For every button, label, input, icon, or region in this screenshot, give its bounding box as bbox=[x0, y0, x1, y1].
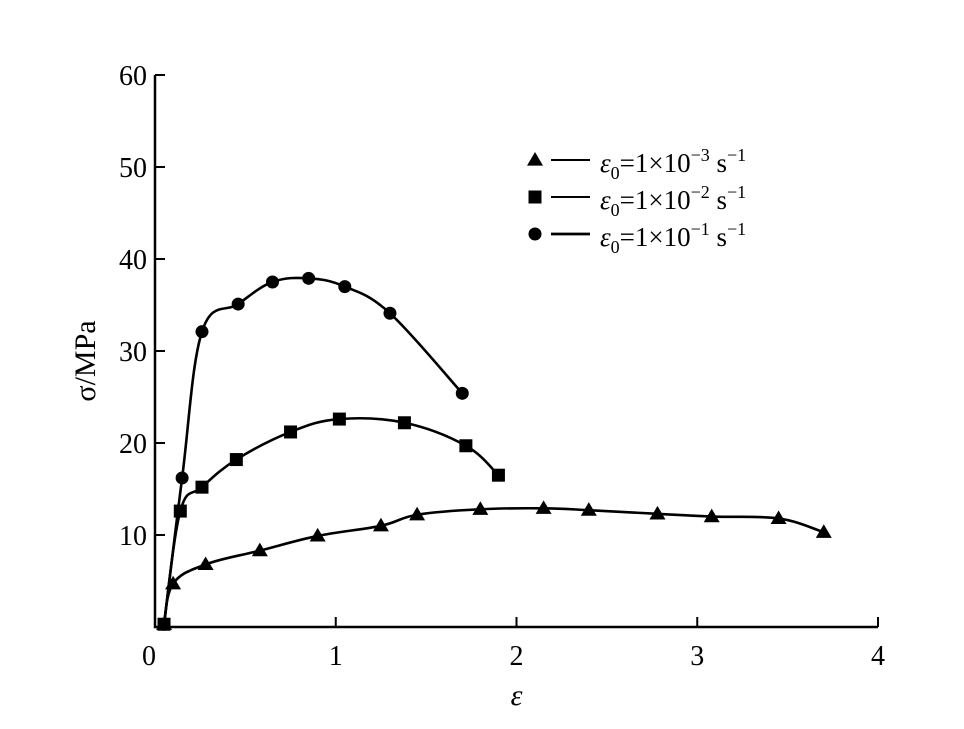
square-marker bbox=[397, 416, 411, 430]
square-marker bbox=[284, 425, 298, 439]
y-tick-label: 30 bbox=[119, 337, 147, 368]
series-line bbox=[162, 416, 500, 625]
legend-entry: ε0=1×10−3 s−1 bbox=[527, 145, 746, 183]
x-tick-label: 0 bbox=[142, 641, 156, 672]
circle-marker bbox=[265, 275, 279, 289]
series-triangle bbox=[156, 500, 832, 630]
triangle-marker bbox=[251, 542, 268, 557]
y-axis-title: σ/MPa bbox=[69, 320, 102, 401]
y-tick-label: 50 bbox=[119, 153, 147, 184]
square-marker bbox=[332, 412, 346, 426]
axis-frame bbox=[153, 75, 878, 629]
square-marker bbox=[491, 468, 505, 482]
square-marker bbox=[528, 190, 542, 204]
circle-marker bbox=[231, 297, 245, 311]
circle-marker bbox=[302, 271, 316, 285]
series-square bbox=[157, 412, 505, 631]
triangle-marker bbox=[649, 505, 666, 520]
x-tick-label: 2 bbox=[510, 641, 524, 672]
series-line bbox=[162, 506, 825, 625]
square-marker bbox=[173, 504, 187, 518]
square-marker bbox=[195, 480, 209, 494]
circle-marker bbox=[528, 227, 542, 241]
triangle-marker bbox=[703, 508, 720, 523]
square-marker bbox=[229, 453, 243, 467]
circle-marker bbox=[338, 280, 352, 294]
legend-label: ε0=1×10−1 s−1 bbox=[600, 219, 746, 257]
square-marker bbox=[459, 439, 473, 453]
triangle-marker bbox=[770, 510, 787, 525]
circle-marker bbox=[175, 471, 189, 485]
y-tick-label: 40 bbox=[119, 245, 147, 276]
triangle-marker bbox=[309, 527, 326, 542]
triangle-marker bbox=[527, 152, 543, 166]
triangle-marker bbox=[580, 502, 597, 516]
triangle-marker bbox=[535, 500, 552, 514]
triangle-marker bbox=[472, 501, 489, 515]
triangle-marker bbox=[197, 556, 214, 571]
circle-marker bbox=[455, 386, 469, 400]
legend-entry: ε0=1×10−1 s−1 bbox=[528, 219, 746, 257]
y-tick-label: 20 bbox=[119, 429, 147, 460]
legend-entry: ε0=1×10−2 s−1 bbox=[528, 182, 746, 220]
circle-marker bbox=[195, 325, 209, 339]
axes: 10 20 30 40 50 60 0 1 2 3 4 ε σ/MPa bbox=[69, 61, 885, 712]
circle-marker bbox=[157, 617, 171, 631]
x-tick-label: 3 bbox=[690, 641, 704, 672]
circle-marker bbox=[383, 306, 397, 320]
x-tick-label: 1 bbox=[329, 641, 343, 672]
triangle-marker bbox=[815, 524, 832, 538]
triangle-marker bbox=[372, 517, 389, 532]
series-line bbox=[162, 276, 464, 625]
series-circle bbox=[157, 271, 469, 631]
legend: ε0=1×10−3 s−1ε0=1×10−2 s−1ε0=1×10−1 s−1 bbox=[527, 145, 746, 257]
series-layer bbox=[156, 271, 832, 631]
y-tick-label: 10 bbox=[119, 521, 147, 552]
triangle-marker bbox=[409, 506, 426, 521]
legend-label: ε0=1×10−2 s−1 bbox=[600, 182, 746, 220]
x-tick-label: 4 bbox=[871, 641, 885, 672]
legend-label: ε0=1×10−3 s−1 bbox=[600, 145, 746, 183]
x-axis-title: ε bbox=[511, 679, 523, 712]
y-tick-label: 60 bbox=[119, 61, 147, 92]
